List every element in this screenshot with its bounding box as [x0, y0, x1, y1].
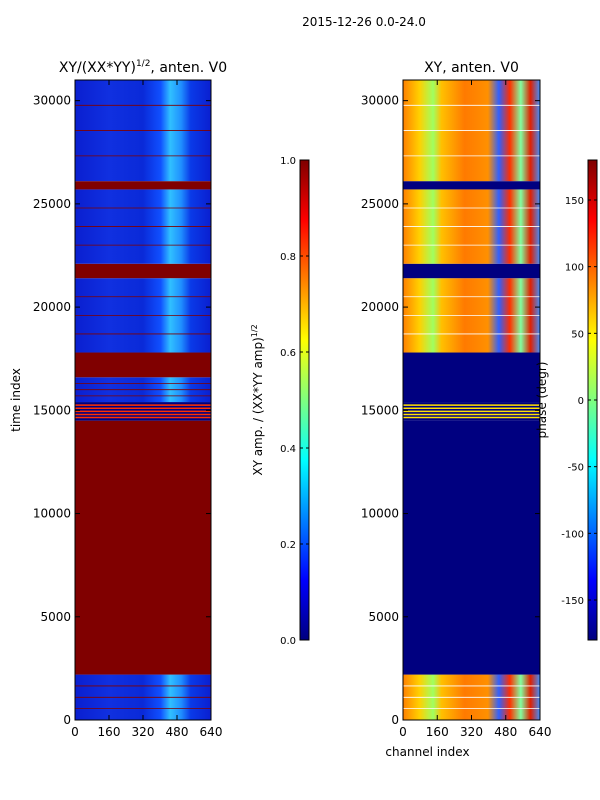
y-tick-label: 15000 [361, 403, 399, 417]
y-tick-label: 20000 [361, 300, 399, 314]
colorbar-tick-label: -100 [561, 529, 584, 540]
x-tick-label: 0 [71, 725, 79, 739]
colorbar-label: XY amp. / (XX*YY amp)1/2 [250, 324, 265, 475]
x-tick-label: 320 [132, 725, 155, 739]
title-exponent: 1/2 [136, 59, 150, 69]
y-tick-label: 0 [391, 713, 399, 727]
y-tick-label: 20000 [33, 300, 71, 314]
colorbar-label: phase (degr) [535, 362, 549, 439]
y-tick-label: 10000 [361, 507, 399, 521]
y-tick-label: 10000 [33, 507, 71, 521]
amplitude-panel: XY/(XX*YY)1/2, anten. V0 0 160 320 480 640 0 50… [9, 59, 310, 739]
y-tick-label: 15000 [33, 403, 71, 417]
heatmap-band [75, 263, 211, 279]
colorbar-label-exponent: 1/2 [250, 324, 259, 337]
x-tick-label: 480 [494, 725, 517, 739]
colorbar-tick-label: 0.4 [280, 444, 296, 455]
heatmap-band [403, 352, 540, 403]
y-tick-label: 5000 [368, 610, 399, 624]
heatmap-band [75, 181, 211, 190]
chart-title: XY, anten. V0 [424, 60, 519, 76]
suptitle: 2015-12-26 0.0-24.0 [302, 15, 426, 29]
colorbar-tick-label: 0.8 [280, 252, 296, 263]
colorbar-tick-label: 100 [565, 263, 584, 274]
y-tick-label: 5000 [40, 610, 71, 624]
colorbar-tick-label: 150 [565, 196, 584, 207]
colorbar-tick-label: 0.0 [280, 636, 296, 647]
x-tick-label: 160 [98, 725, 121, 739]
colorbar-tick-label: -150 [561, 596, 584, 607]
x-axis-label: channel index [385, 745, 469, 759]
heatmap-band [75, 352, 211, 378]
x-tick-label: 160 [426, 725, 449, 739]
x-tick-label: 0 [399, 725, 407, 739]
heatmap-band [403, 263, 540, 279]
colorbar [299, 159, 310, 641]
y-tick-label: 25000 [361, 197, 399, 211]
title-suffix: , anten. V0 [150, 60, 227, 76]
y-tick-label: 0 [63, 713, 71, 727]
colorbar-tick-label: 0 [578, 396, 584, 407]
colorbar-tick-label: 0.2 [280, 540, 296, 551]
y-tick-label: 30000 [33, 94, 71, 108]
y-tick-label: 25000 [33, 197, 71, 211]
phase-panel: XY, anten. V00 160 320 480 64005000100001500… [361, 60, 598, 759]
colorbar-tick-label: 50 [571, 329, 584, 340]
x-tick-label: 480 [166, 725, 189, 739]
heatmap-band [403, 181, 540, 190]
colorbar-tick-label: 0.6 [280, 348, 296, 359]
y-tick-label: 30000 [361, 94, 399, 108]
x-tick-label: 640 [529, 725, 552, 739]
colorbar-tick-label: -50 [568, 463, 584, 474]
heatmap-band [403, 420, 540, 675]
colorbar-tick-label: 1.0 [280, 156, 296, 167]
chart-title: XY/(XX*YY)1/2, anten. V0 [59, 59, 227, 76]
x-tick-label: 320 [460, 725, 483, 739]
y-axis-label: time index [9, 368, 23, 432]
heatmap-band [75, 420, 211, 675]
x-tick-label: 640 [200, 725, 223, 739]
